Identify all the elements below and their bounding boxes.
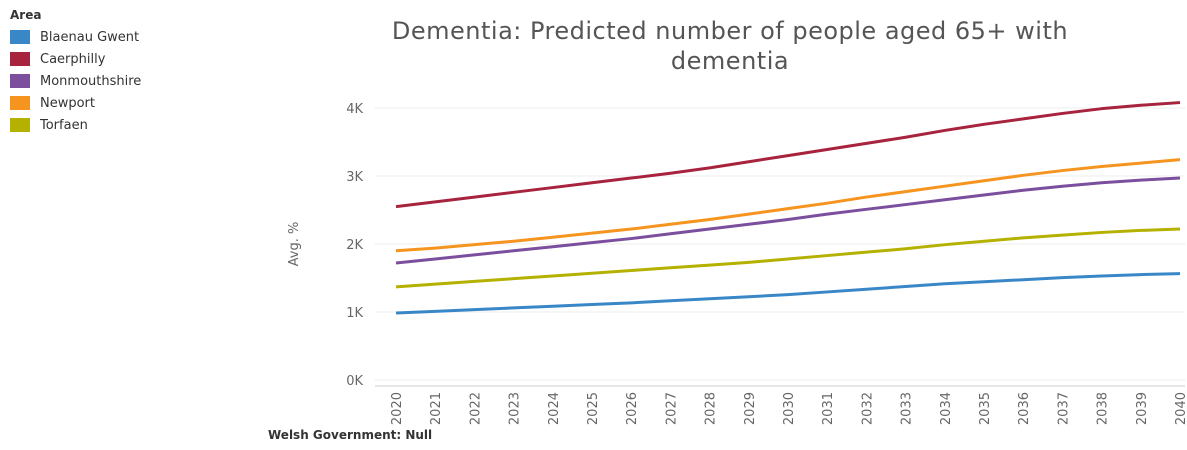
legend-swatch — [10, 52, 30, 66]
chart-title: Dementia: Predicted number of people age… — [391, 17, 1069, 75]
x-tick-label: 2033 — [900, 392, 915, 425]
legend: Area Blaenau Gwent Caerphilly Monmouthshir… — [10, 8, 141, 136]
x-tick-label: 2021 — [429, 392, 444, 425]
y-tick-label: 1K — [346, 306, 363, 321]
x-tick-label: 2026 — [625, 392, 640, 425]
y-tick-label: 2K — [346, 238, 363, 253]
legend-item: Caerphilly — [10, 48, 141, 70]
x-tick-label: 2025 — [586, 392, 601, 425]
x-tick-label: 2023 — [508, 392, 523, 425]
x-tick-label: 2020 — [390, 392, 405, 425]
y-tick-label: 0K — [346, 374, 363, 389]
x-tick-label: 2024 — [547, 392, 562, 425]
legend-item: Torfaen — [10, 114, 141, 136]
legend-swatch — [10, 30, 30, 44]
x-tick-label: 2028 — [704, 392, 719, 425]
legend-item: Blaenau Gwent — [10, 26, 141, 48]
x-tick-label: 2038 — [1096, 392, 1111, 425]
legend-label: Torfaen — [40, 117, 88, 133]
legend-swatch — [10, 74, 30, 88]
legend-swatch — [10, 118, 30, 132]
x-tick-label: 2027 — [664, 392, 679, 425]
legend-title: Area — [10, 8, 42, 22]
x-tick-label: 2032 — [860, 392, 875, 425]
x-tick-label: 2034 — [939, 392, 954, 425]
legend-label: Blaenau Gwent — [40, 29, 140, 45]
legend-label: Monmouthshire — [40, 73, 142, 89]
legend-label: Caerphilly — [40, 51, 106, 67]
x-tick-label: 2037 — [1056, 392, 1071, 425]
line-series — [395, 272, 1181, 315]
footer: Welsh Government: Null — [268, 428, 433, 442]
x-tick-label: 2030 — [782, 392, 797, 425]
x-tick-label: 2036 — [1017, 392, 1032, 425]
line-series — [395, 227, 1181, 289]
x-tick-label: 2031 — [821, 392, 836, 425]
x-tick-label: 2039 — [1135, 392, 1150, 425]
legend-label: Newport — [40, 95, 96, 111]
y-tick-label: 4K — [346, 102, 363, 117]
line-series — [395, 176, 1181, 265]
x-tick-label: 2035 — [978, 392, 993, 425]
legend-item: Monmouthshire — [10, 70, 141, 92]
line-series — [395, 158, 1181, 253]
legend-swatch — [10, 96, 30, 110]
x-tick-label: 2022 — [468, 392, 483, 425]
x-tick-label: 2029 — [743, 392, 758, 425]
legend-item: Newport — [10, 92, 141, 114]
y-tick-label: 3K — [346, 170, 363, 185]
line-series — [395, 101, 1181, 209]
x-tick-label: 2040 — [1174, 392, 1187, 425]
y-axis-label: Avg. % — [287, 222, 302, 267]
